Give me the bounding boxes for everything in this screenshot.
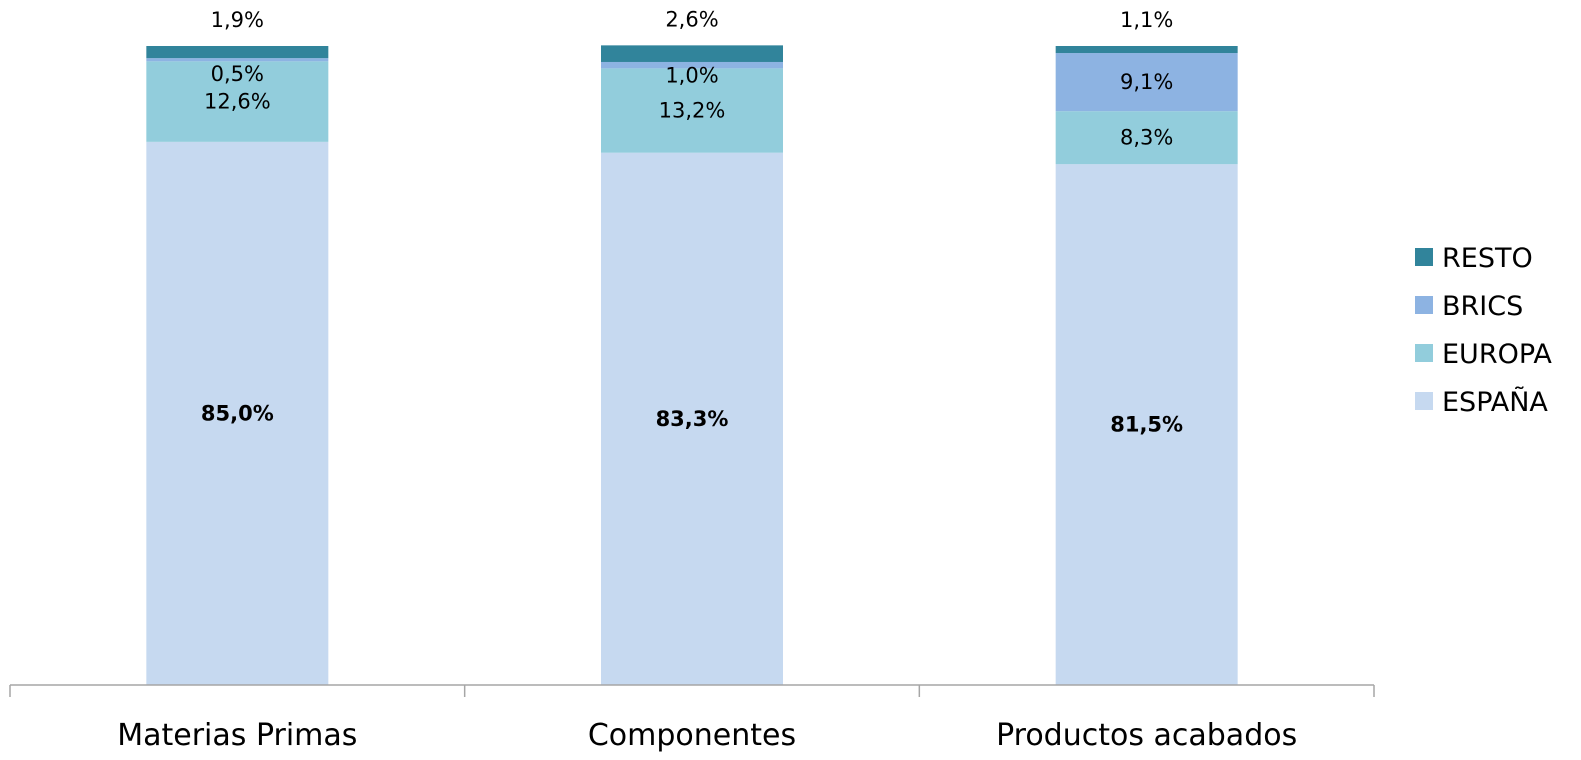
data-label-componentes-europa: 13,2%	[659, 99, 726, 123]
data-label-productos-acabados-brics: 9,1%	[1120, 70, 1173, 94]
bar-materias-primas-espana	[146, 141, 329, 686]
bar-materias-primas-europa	[146, 61, 329, 142]
x-axis	[9, 684, 1375, 697]
bar-productos-acabados-brics	[1055, 53, 1238, 112]
legend-swatch-espana	[1415, 392, 1433, 410]
bar-productos-acabados-espana	[1055, 164, 1238, 686]
bars-group	[146, 45, 1238, 686]
legend-swatch-resto	[1415, 248, 1433, 266]
bar-materias-primas-brics	[146, 58, 329, 62]
bar-componentes-espana	[601, 152, 783, 685]
legend-item-brics: BRICS	[1415, 291, 1523, 322]
category-label-productos-acabados: Productos acabados	[996, 718, 1297, 753]
data-labels-group: 85,0% 12,6% 0,5% 1,9% 83,3% 13,2% 1,0% 2,6% 81,5…	[201, 7, 1183, 436]
legend-swatch-brics	[1415, 296, 1433, 314]
legend-label-resto: RESTO	[1442, 243, 1533, 274]
category-labels-group: Materias Primas Componentes Productos acab…	[117, 718, 1297, 753]
legend-label-europa: EUROPA	[1442, 339, 1552, 370]
data-label-productos-acabados-espana: 81,5%	[1110, 413, 1183, 437]
data-label-materias-primas-brics: 0,5%	[211, 62, 264, 86]
bar-materias-primas-resto	[146, 46, 329, 59]
bar-productos-acabados-europa	[1055, 111, 1238, 165]
legend-item-europa: EUROPA	[1415, 339, 1552, 370]
data-label-materias-primas-europa: 12,6%	[204, 90, 271, 114]
data-label-componentes-brics: 1,0%	[665, 64, 718, 88]
legend: RESTO BRICS EUROPA ESPAÑA	[1415, 243, 1552, 418]
legend-item-resto: RESTO	[1415, 243, 1533, 274]
category-label-materias-primas: Materias Primas	[117, 718, 357, 753]
data-label-materias-primas-resto: 1,9%	[211, 8, 264, 32]
bar-componentes-europa	[601, 68, 783, 153]
category-label-componentes: Componentes	[588, 718, 796, 753]
data-label-productos-acabados-europa: 8,3%	[1120, 126, 1173, 150]
legend-item-espana: ESPAÑA	[1415, 386, 1548, 418]
bar-productos-acabados-resto	[1055, 46, 1238, 54]
data-label-componentes-resto: 2,6%	[665, 7, 718, 31]
data-label-productos-acabados-resto: 1,1%	[1120, 8, 1173, 32]
data-label-materias-primas-espana: 85,0%	[201, 401, 274, 425]
legend-label-espana: ESPAÑA	[1442, 386, 1548, 418]
data-label-componentes-espana: 83,3%	[656, 407, 729, 431]
legend-label-brics: BRICS	[1442, 291, 1523, 322]
bar-componentes-resto	[601, 45, 783, 62]
bar-componentes-brics	[601, 61, 783, 69]
legend-swatch-europa	[1415, 344, 1433, 362]
